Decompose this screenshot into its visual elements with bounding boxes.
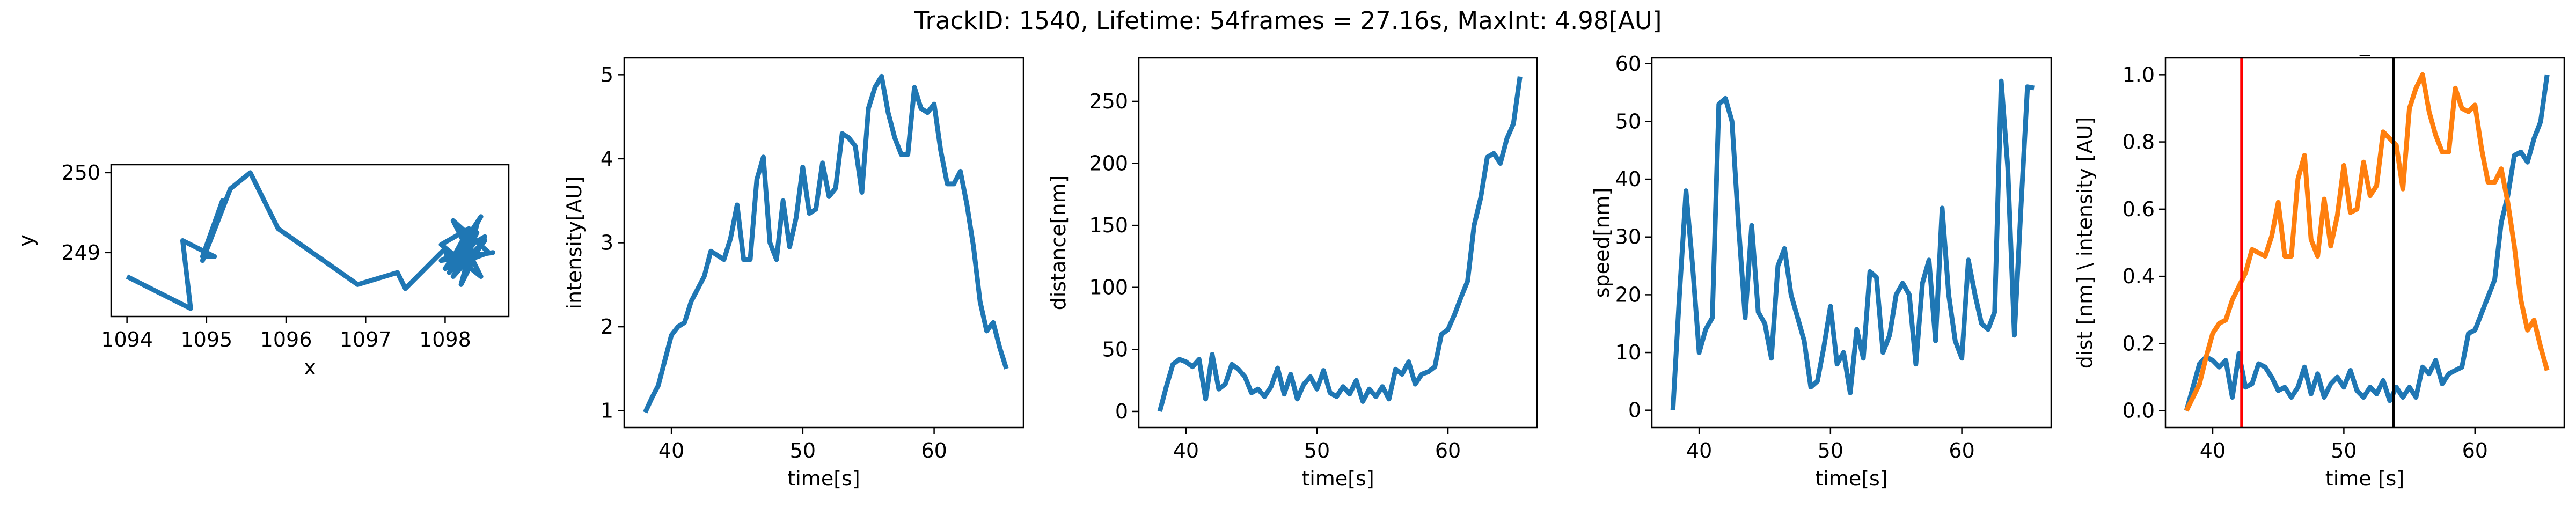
x-tick-label: 50	[2331, 439, 2357, 462]
subplot-2: 40 50 60 1 2 3 4 5 time[s] intensity[AU]	[562, 57, 1024, 490]
y-tick-label: 250	[1089, 90, 1128, 113]
x-tick-label: 60	[921, 439, 947, 462]
subplot-1: 1094 1095 1096 1097 1098 249 250 x y	[14, 161, 510, 379]
axes-frame	[1138, 57, 1538, 429]
y-tick-label: 50	[1102, 337, 1128, 361]
axes-frame	[2164, 57, 2565, 429]
subplot-title: _	[2359, 33, 2370, 56]
subplot-panels: 1094 1095 1096 1097 1098 249 250 x y 40 50 60 1 2 3 4 5 t…	[14, 33, 2565, 490]
y-tick-label: 100	[1089, 276, 1128, 299]
y-tick-label: 200	[1089, 152, 1128, 175]
x-tick-label: 60	[2462, 439, 2488, 462]
y-tick-label: 60	[1615, 52, 1641, 76]
series-line-1	[126, 170, 495, 311]
x-tick-label: 1094	[101, 328, 153, 351]
x-tick-label: 1098	[419, 328, 471, 351]
series-line-2	[2184, 72, 2550, 412]
y-tick-label: 40	[1615, 167, 1641, 191]
y-axis-label: speed[nm]	[1590, 188, 1614, 298]
x-axis-label: time [s]	[2325, 467, 2404, 490]
x-tick-label: 40	[1173, 439, 1199, 462]
x-tick-label: 40	[2200, 439, 2226, 462]
y-axis-label: y	[14, 234, 38, 247]
y-tick-label: 20	[1615, 283, 1641, 306]
x-axis-label: time[s]	[1815, 467, 1887, 490]
x-tick-label: 1096	[260, 328, 312, 351]
y-tick-label: 249	[61, 241, 100, 264]
series-line-1	[2184, 74, 2550, 411]
x-tick-label: 60	[1949, 439, 1974, 462]
y-tick-label: 0.2	[2123, 332, 2155, 355]
y-tick-label: 250	[61, 161, 100, 185]
x-tick-label: 40	[1686, 439, 1712, 462]
axes-frame	[623, 57, 1024, 429]
y-tick-label: 1.0	[2123, 63, 2155, 86]
y-tick-label: 0.0	[2123, 399, 2155, 423]
x-tick-label: 50	[1304, 439, 1330, 462]
y-tick-label: 30	[1615, 225, 1641, 249]
subplot-3: 40 50 60 0 50 100 150 200 250 time[s] distance[nm]	[1046, 57, 1538, 490]
y-tick-label: 0.4	[2123, 264, 2155, 288]
y-tick-label: 50	[1615, 109, 1641, 133]
y-axis-label: distance[nm]	[1046, 175, 1070, 311]
y-tick-label: 0	[1115, 400, 1128, 423]
figure-suptitle: TrackID: 1540, Lifetime: 54frames = 27.1…	[914, 6, 1662, 35]
y-tick-label: 0.6	[2123, 197, 2155, 221]
y-tick-label: 0	[1628, 399, 1641, 422]
axes-frame	[110, 164, 510, 318]
x-tick-label: 50	[790, 439, 816, 462]
y-tick-label: 0.8	[2123, 130, 2155, 154]
series-line-1	[1670, 78, 2035, 410]
y-tick-label: 150	[1089, 214, 1128, 237]
series-line-1	[1157, 76, 1523, 413]
y-tick-label: 2	[601, 315, 613, 339]
x-tick-label: 50	[1818, 439, 1843, 462]
x-axis-label: time[s]	[787, 467, 860, 490]
x-axis-label: x	[304, 356, 316, 379]
y-axis-label: intensity[AU]	[562, 176, 586, 309]
y-tick-label: 5	[601, 63, 613, 86]
series-line-1	[643, 73, 1009, 414]
x-tick-label: 40	[658, 439, 684, 462]
x-tick-label: 1097	[340, 328, 392, 351]
x-tick-label: 60	[1435, 439, 1461, 462]
subplot-4: 40 50 60 0 10 20 30 40 50 60 time[s] speed[nm]	[1590, 52, 2052, 490]
y-tick-label: 1	[601, 399, 613, 423]
y-tick-label: 4	[601, 147, 613, 171]
x-axis-label: time[s]	[1301, 467, 1374, 490]
x-tick-label: 1095	[180, 328, 232, 351]
y-axis-label: dist [nm] \ intensity [AU]	[2073, 117, 2097, 369]
y-tick-label: 10	[1615, 341, 1641, 364]
subplot-5: 40 50 60 0.0 0.2 0.4 0.6 0.8 1.0 time [s] dist [nm…	[2073, 33, 2565, 490]
axes-frame	[1651, 57, 2052, 429]
y-tick-label: 3	[601, 231, 613, 255]
